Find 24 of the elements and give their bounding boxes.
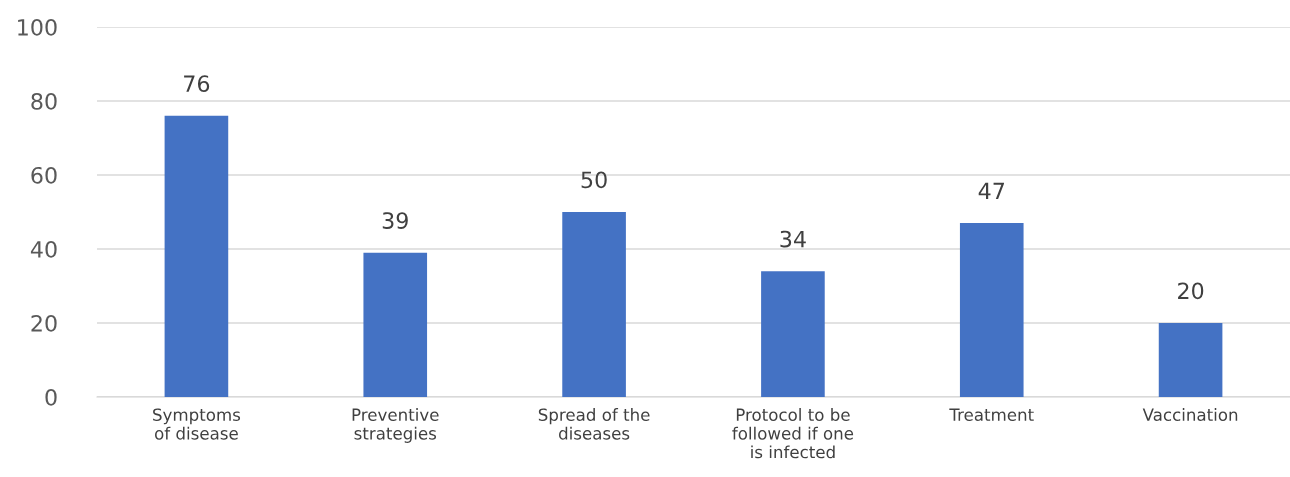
bar <box>761 271 825 397</box>
x-tick-label: Spread of the diseases <box>538 408 650 440</box>
bar <box>562 212 626 397</box>
data-label: 47 <box>978 182 1004 200</box>
bar <box>959 223 1024 397</box>
bar <box>164 115 229 397</box>
bar <box>363 252 428 397</box>
data-label: 76 <box>184 75 210 93</box>
x-tick-label: Protocol to be followed if one is infected <box>732 408 854 459</box>
data-label: 39 <box>382 212 408 229</box>
x-tick-label: Vaccination <box>1142 408 1238 422</box>
x-tick-label: Symptoms of disease <box>153 408 241 440</box>
y-tick-label: 80 <box>31 92 57 110</box>
bar <box>1158 323 1223 397</box>
y-tick-label: 100 <box>18 18 57 36</box>
y-tick-label: 40 <box>30 240 57 258</box>
data-label: 20 <box>1178 282 1204 300</box>
x-tick-label: Preventive strategies <box>352 408 439 443</box>
data-label: 50 <box>581 171 607 189</box>
y-tick-label: 0 <box>45 388 57 406</box>
y-tick-label: 60 <box>31 166 57 184</box>
y-tick-label: 20 <box>31 314 57 332</box>
data-label: 34 <box>780 230 806 248</box>
x-tick-label: Treatment <box>949 408 1034 422</box>
